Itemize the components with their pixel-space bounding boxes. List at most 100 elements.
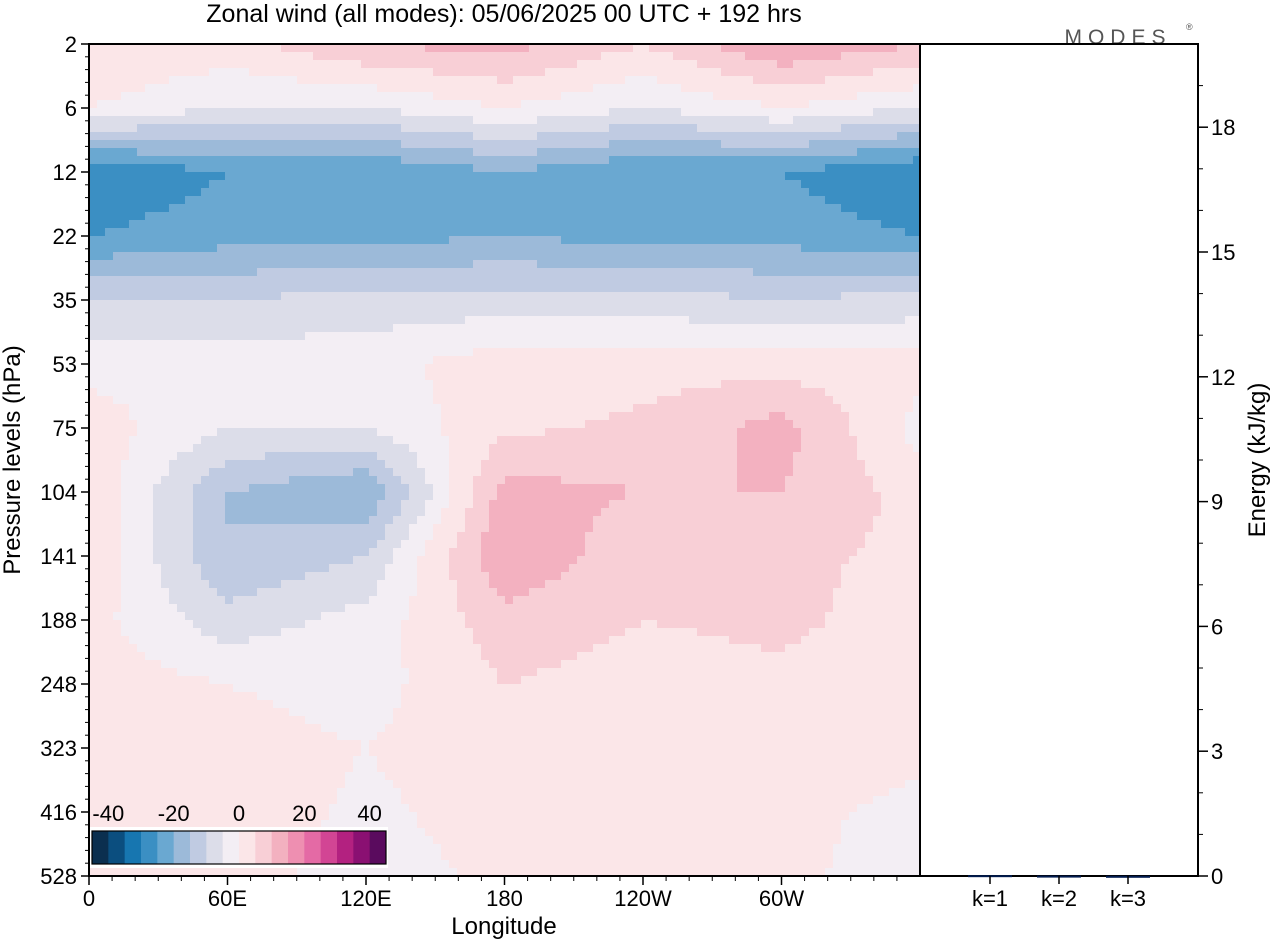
heatmap-cell [713, 252, 722, 261]
heatmap-cell [633, 108, 642, 117]
heatmap-cell [777, 340, 786, 349]
heatmap-cell [145, 316, 154, 325]
heatmap-cell [369, 76, 378, 85]
heatmap-cell [617, 84, 626, 93]
heatmap-cell [609, 116, 618, 125]
heatmap-cell [513, 212, 522, 221]
heatmap-cell [161, 364, 170, 373]
heatmap-cell [217, 404, 226, 413]
heatmap-cell [345, 188, 354, 197]
heatmap-cell [449, 260, 458, 269]
heatmap-cell [897, 148, 906, 157]
heatmap-cell [873, 76, 882, 85]
heatmap-cell [361, 380, 370, 389]
heatmap-cell [641, 132, 650, 141]
heatmap-cell [617, 372, 626, 381]
heatmap-cell [737, 412, 746, 421]
heatmap-cell [529, 380, 538, 389]
heatmap-cell [553, 60, 562, 69]
heatmap-cell [617, 324, 626, 333]
heatmap-cell [633, 60, 642, 69]
heatmap-cell [625, 276, 634, 285]
heatmap-cell [313, 228, 322, 237]
heatmap-cell [809, 52, 818, 61]
heatmap-cell [785, 116, 794, 125]
heatmap-cell [337, 292, 346, 301]
heatmap-cell [505, 84, 514, 93]
heatmap-cell [441, 68, 450, 77]
heatmap-cell [313, 308, 322, 317]
heatmap-cell [841, 196, 850, 205]
heatmap-cell [409, 116, 418, 125]
heatmap-cell [481, 412, 490, 421]
heatmap-cell [841, 228, 850, 237]
heatmap-cell [385, 212, 394, 221]
heatmap-cell [153, 420, 162, 429]
heatmap-cell [409, 356, 418, 365]
heatmap-cell [513, 220, 522, 229]
heatmap-cell [425, 116, 434, 125]
heatmap-cell [289, 324, 298, 333]
heatmap-cell [465, 92, 474, 101]
heatmap-cell [177, 156, 186, 165]
heatmap-cell [433, 52, 442, 61]
heatmap-cell [577, 92, 586, 101]
heatmap-cell [745, 324, 754, 333]
heatmap-cell [153, 108, 162, 117]
heatmap-cell [745, 236, 754, 245]
heatmap-cell [209, 316, 218, 325]
heatmap-cell [889, 212, 898, 221]
heatmap-cell [345, 196, 354, 205]
heatmap-cell [561, 388, 570, 397]
heatmap-cell [433, 276, 442, 285]
heatmap-cell [513, 196, 522, 205]
heatmap-cell [873, 332, 882, 341]
heatmap-cell [281, 188, 290, 197]
heatmap-cell [777, 228, 786, 237]
heatmap-cell [145, 268, 154, 277]
heatmap-cell [889, 124, 898, 133]
heatmap-cell [393, 108, 402, 117]
heatmap-cell [833, 180, 842, 189]
heatmap-cell [249, 404, 258, 413]
heatmap-cell [289, 148, 298, 157]
heatmap-cell [273, 188, 282, 197]
heatmap-cell [513, 188, 522, 197]
heatmap-cell [601, 172, 610, 181]
heatmap-cell [321, 196, 330, 205]
heatmap-cell [697, 172, 706, 181]
heatmap-cell [121, 316, 130, 325]
heatmap-cell [833, 404, 842, 413]
heatmap-cell [649, 252, 658, 261]
heatmap-cell [825, 92, 834, 101]
heatmap-cell [753, 92, 762, 101]
heatmap-cell [97, 364, 106, 373]
heatmap-cell [617, 188, 626, 197]
heatmap-cell [617, 260, 626, 269]
heatmap-cell [537, 316, 546, 325]
heatmap-cell [297, 180, 306, 189]
heatmap-cell [585, 44, 594, 53]
heatmap-cell [233, 204, 242, 213]
heatmap-cell [817, 132, 826, 141]
heatmap-cell [137, 372, 146, 381]
heatmap-cell [609, 92, 618, 101]
heatmap-cell [609, 388, 618, 397]
heatmap-cell [489, 340, 498, 349]
heatmap-cell [497, 108, 506, 117]
heatmap-cell [393, 236, 402, 245]
heatmap-cell [609, 276, 618, 285]
heatmap-cell [689, 260, 698, 269]
heatmap-cell [153, 188, 162, 197]
heatmap-cell [89, 404, 98, 413]
heatmap-cell [449, 76, 458, 85]
heatmap-cell [329, 364, 338, 373]
heatmap-cell [289, 356, 298, 365]
heatmap-cell [689, 300, 698, 309]
heatmap-cell [729, 316, 738, 325]
heatmap-cell [201, 348, 210, 357]
heatmap-cell [609, 124, 618, 133]
heatmap-cell [497, 412, 506, 421]
heatmap-cell [537, 60, 546, 69]
heatmap-cell [281, 68, 290, 77]
